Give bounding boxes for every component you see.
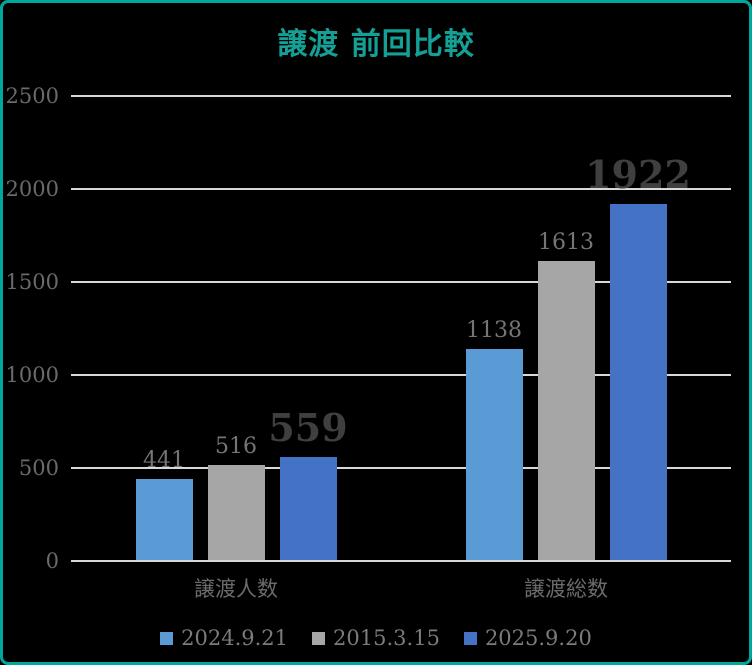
gridline [71, 95, 731, 97]
bar [207, 465, 265, 561]
legend-item: 2015.3.15 [312, 626, 440, 650]
bar [537, 260, 595, 561]
y-axis-tick-label: 2000 [5, 177, 59, 201]
legend-swatch-icon [160, 631, 174, 645]
y-axis-tick-label: 500 [18, 456, 59, 480]
y-axis-tick-label: 1000 [5, 363, 59, 387]
value-label: 441 [143, 447, 185, 473]
legend-swatch-icon [312, 631, 326, 645]
gridline [71, 281, 731, 283]
bar [135, 478, 193, 561]
bar [609, 203, 667, 561]
y-axis-tick-label: 2500 [5, 84, 59, 108]
gridline [71, 467, 731, 469]
value-label: 559 [268, 405, 348, 451]
y-axis-tick-label: 0 [45, 549, 59, 573]
bar [465, 349, 523, 561]
y-axis-tick-label: 1500 [5, 270, 59, 294]
value-label: 516 [215, 433, 257, 459]
legend-label: 2024.9.21 [181, 626, 289, 650]
legend-item: 2024.9.21 [160, 626, 288, 650]
value-label: 1922 [585, 151, 691, 197]
legend-label: 2015.3.15 [333, 626, 440, 650]
value-label: 1613 [538, 229, 594, 255]
gridline [71, 374, 731, 376]
chart-title: 譲渡 前回比較 [277, 27, 475, 62]
legend-label: 2025.9.20 [484, 626, 592, 650]
legend: 2024.9.21 2015.3.15 2025.9.20 [3, 623, 749, 653]
category-label: 譲渡総数 [524, 577, 608, 601]
x-axis-line [71, 560, 731, 562]
plot-area: 441 516 559 1138 1613 1922 [71, 95, 731, 562]
bar [279, 457, 337, 561]
legend-swatch-icon [463, 631, 477, 645]
category-label: 譲渡人数 [194, 577, 278, 601]
legend-item: 2025.9.20 [463, 626, 592, 650]
value-label: 1138 [466, 318, 522, 344]
gridline [71, 188, 731, 190]
